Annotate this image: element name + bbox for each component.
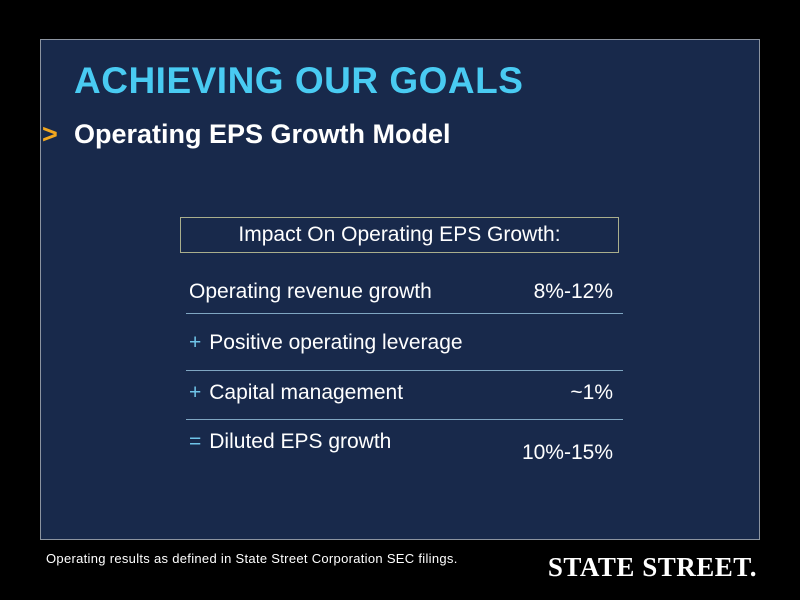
separator-line: [186, 313, 623, 314]
slide-subtitle: Operating EPS Growth Model: [74, 119, 451, 149]
impact-header-title: Impact On Operating EPS Growth:: [238, 223, 561, 246]
row-sign: +: [189, 331, 202, 354]
subtitle-row: > Operating EPS Growth Model: [42, 119, 451, 150]
row-label: Positive operating leverage: [209, 331, 463, 354]
impact-header-box: Impact On Operating EPS Growth:: [180, 217, 619, 253]
table-row: = Diluted EPS growth 10%-15%: [186, 429, 623, 464]
table-row: Operating revenue growth 8%-12%: [186, 279, 623, 305]
row-sign: =: [189, 430, 202, 453]
table-row: + Positive operating leverage: [186, 330, 623, 356]
row-label: Capital management: [209, 381, 404, 404]
state-street-logo: STATE STREET.: [547, 552, 757, 582]
slide-title: ACHIEVING OUR GOALS: [74, 60, 524, 101]
row-value: ~1%: [570, 381, 613, 404]
row-label: Operating revenue growth: [189, 280, 432, 303]
slide: ACHIEVING OUR GOALS > Operating EPS Grow…: [40, 39, 760, 540]
row-value: 10%-15%: [521, 441, 613, 464]
footnote: Operating results as defined in State St…: [46, 551, 458, 566]
row-sign: +: [189, 381, 202, 404]
row-value: 8%-12%: [533, 280, 613, 303]
separator-line: [186, 370, 623, 371]
table-row: + Capital management ~1%: [186, 380, 623, 406]
separator-line: [186, 419, 623, 420]
chevron-bullet-icon: >: [42, 119, 58, 149]
row-label: Diluted EPS growth: [209, 430, 392, 453]
